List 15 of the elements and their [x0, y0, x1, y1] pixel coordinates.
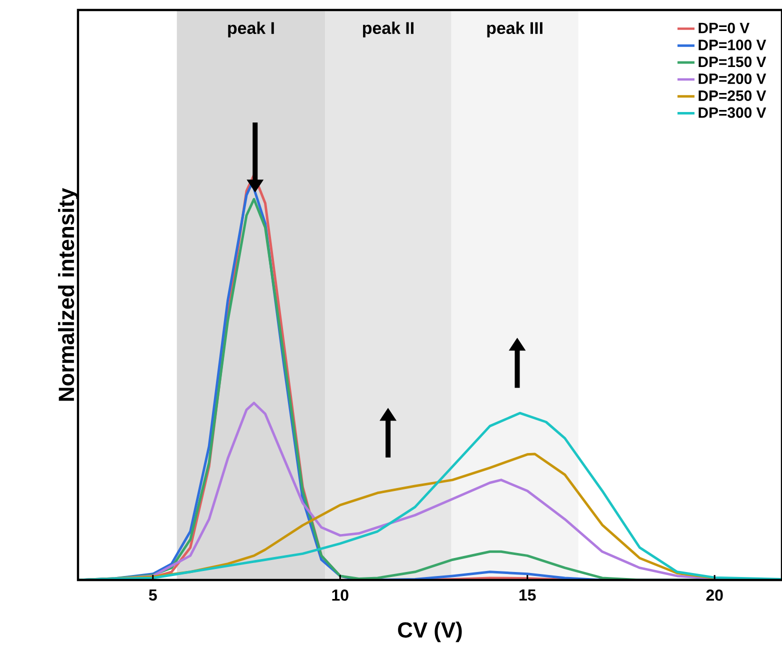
x-tick-label: 5: [148, 590, 157, 601]
x-tick-label: 20: [706, 590, 723, 601]
legend-label: DP=200 V: [698, 73, 766, 84]
x-axis-title: CV (V): [398, 622, 462, 642]
legend-label: DP=100 V: [698, 40, 766, 50]
legend-label: DP=300 V: [698, 107, 766, 118]
legend-label: DP=250 V: [698, 90, 766, 101]
x-tick-label: 10: [332, 590, 348, 601]
band-label: peak I: [228, 22, 274, 38]
y-axis-title: Normalized intensity: [58, 188, 78, 401]
legend-label: DP=0 V: [698, 22, 750, 34]
band-label: peak II: [363, 22, 414, 38]
x-tick-label: 15: [520, 590, 536, 601]
legend-label: DP=150 V: [698, 56, 766, 68]
band-label: peak III: [487, 22, 542, 38]
